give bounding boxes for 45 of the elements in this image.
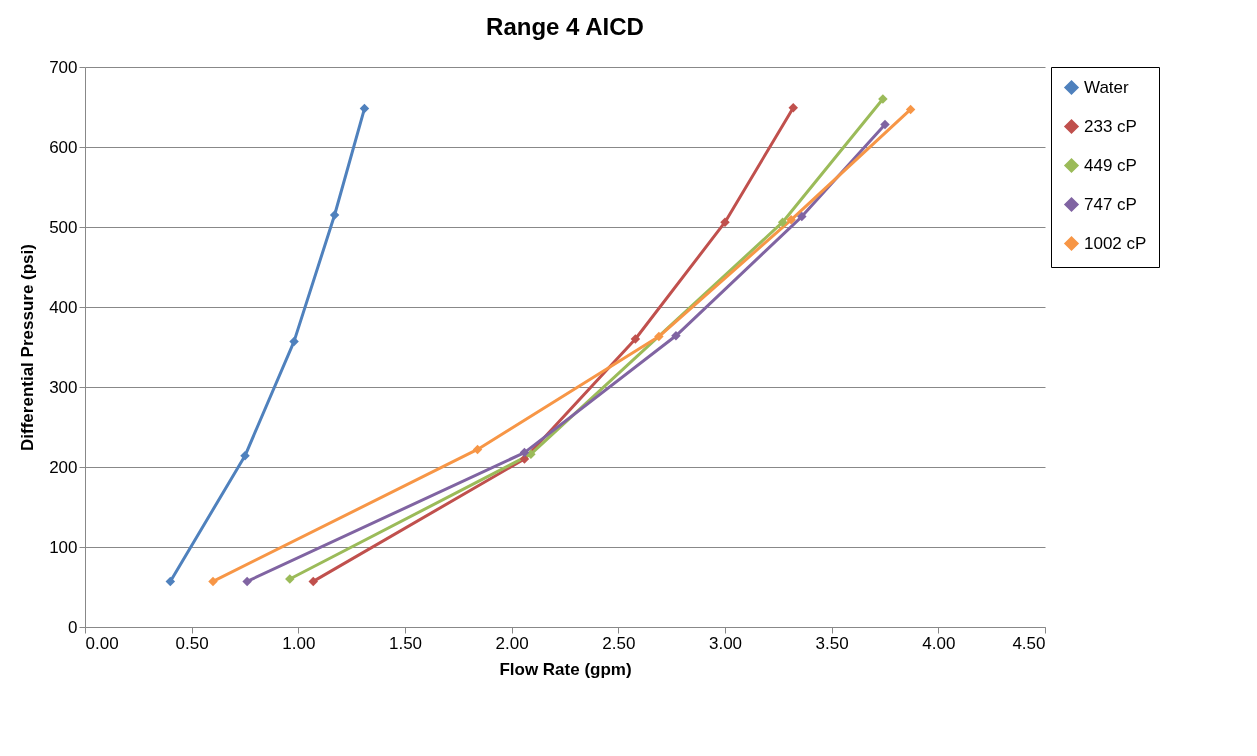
point [630, 334, 641, 344]
x-axis-title: Flow Rate (gpm) [499, 659, 632, 679]
point [797, 211, 807, 222]
y-tick-label: 100 [49, 537, 78, 557]
point [671, 331, 681, 341]
point [880, 119, 890, 130]
point [329, 210, 340, 220]
x-tick-label: 3.00 [708, 633, 743, 653]
point [654, 331, 664, 342]
point [289, 336, 299, 347]
point [788, 103, 799, 113]
chart-title: Range 4 AICD [486, 13, 644, 40]
point [526, 449, 536, 459]
point [519, 447, 530, 458]
legend-label: 747 cP [1084, 194, 1137, 214]
y-tick-label: 0 [68, 617, 78, 637]
legend-label: 449 cP [1084, 155, 1137, 175]
point [905, 104, 916, 115]
point [786, 215, 796, 225]
point [208, 576, 218, 587]
point [472, 444, 483, 455]
point [777, 217, 788, 227]
x-tick-label: 3.50 [815, 633, 849, 653]
point [359, 103, 370, 114]
x-tick-label: 0.00 [85, 633, 119, 653]
x-tick-label: 1.00 [282, 633, 316, 653]
x-tick-label: 2.00 [495, 633, 529, 653]
y-tick-label: 500 [49, 217, 78, 237]
y-tick-label: 200 [49, 457, 78, 477]
point [308, 576, 319, 587]
x-tick-label: 4.00 [922, 633, 956, 653]
y-tick-label: 400 [49, 297, 78, 317]
y-tick-label: 600 [49, 137, 78, 157]
legend-label: 1002 cP [1084, 233, 1147, 253]
x-tick-label: 1.50 [388, 633, 423, 653]
y-axis-title: Differential Pressure (psi) [18, 244, 38, 451]
legend-label: 233 cP [1084, 116, 1137, 136]
y-tick-label: 300 [49, 377, 78, 397]
x-tick-label: 2.50 [602, 633, 636, 653]
point [165, 576, 176, 587]
y-tick-label: 700 [49, 57, 78, 77]
x-tick-label: 4.50 [1012, 633, 1046, 653]
point [242, 576, 252, 587]
legend-label: Water [1084, 77, 1130, 97]
x-tick-label: 0.50 [175, 633, 209, 653]
